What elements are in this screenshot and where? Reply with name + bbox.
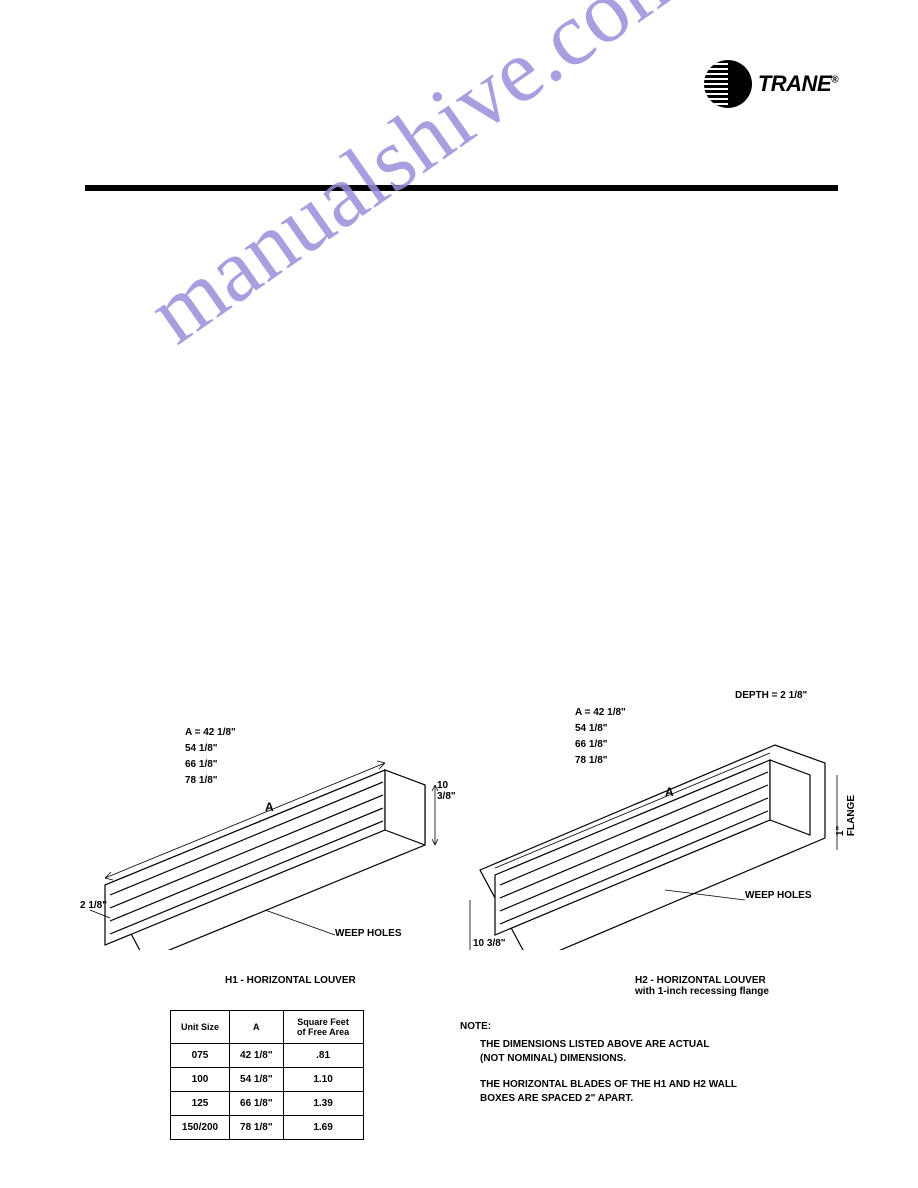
brand-text: TRANE — [758, 71, 831, 96]
table-row: 125 66 1/8" 1.39 — [171, 1092, 364, 1116]
h1-depth: 2 1/8" — [80, 900, 107, 911]
table-header-row: Unit Size A Square Feet of Free Area — [171, 1011, 364, 1044]
table-row: 150/200 78 1/8" 1.69 — [171, 1116, 364, 1140]
cell: 1.69 — [283, 1116, 363, 1140]
h2-caption: H2 - HORIZONTAL LOUVER with 1-inch reces… — [635, 975, 769, 997]
note-line: BOXES ARE SPACED 2" APART. — [480, 1092, 737, 1106]
h1-weep: WEEP HOLES — [335, 928, 402, 939]
watermark-text: manualshive.com — [130, 0, 707, 364]
dimensions-table: Unit Size A Square Feet of Free Area 075… — [170, 1010, 364, 1140]
cell: .81 — [283, 1044, 363, 1068]
h2-weep: WEEP HOLES — [745, 890, 812, 901]
dimensions-table-wrap: Unit Size A Square Feet of Free Area 075… — [170, 1010, 364, 1140]
note-heading: NOTE: — [460, 1020, 737, 1034]
h2-A-label: A — [665, 785, 674, 799]
cell: 78 1/8" — [230, 1116, 284, 1140]
cell: 100 — [171, 1068, 230, 1092]
cell: 075 — [171, 1044, 230, 1068]
cell: 54 1/8" — [230, 1068, 284, 1092]
cell: 42 1/8" — [230, 1044, 284, 1068]
cell: 1.39 — [283, 1092, 363, 1116]
table-row: 100 54 1/8" 1.10 — [171, 1068, 364, 1092]
louver-figure: A = 42 1/8" 54 1/8" 66 1/8" 78 1/8" — [85, 690, 838, 980]
cell: 125 — [171, 1092, 230, 1116]
cell: 150/200 — [171, 1116, 230, 1140]
h1-height: 10 3/8" — [437, 780, 456, 802]
h2-louver-drawing — [465, 690, 855, 950]
note-line: (NOT NOMINAL) DIMENSIONS. — [480, 1052, 737, 1066]
note-line: THE HORIZONTAL BLADES OF THE H1 AND H2 W… — [480, 1078, 737, 1092]
header-rule — [85, 185, 838, 191]
h2-height: 10 3/8" — [473, 938, 506, 949]
brand-mark: ® — [831, 75, 838, 86]
note-block: NOTE: THE DIMENSIONS LISTED ABOVE ARE AC… — [460, 1020, 737, 1106]
brand-name: TRANE® — [758, 71, 838, 97]
trane-globe-icon — [704, 60, 752, 108]
h2-caption-l1: H2 - HORIZONTAL LOUVER — [635, 975, 769, 986]
cell: 1.10 — [283, 1068, 363, 1092]
table-row: 075 42 1/8" .81 — [171, 1044, 364, 1068]
th-unit-size: Unit Size — [171, 1011, 230, 1044]
h1-A-label: A — [265, 800, 274, 814]
h2-caption-l2: with 1-inch recessing flange — [635, 986, 769, 997]
h2-flange: 1" FLANGE — [835, 795, 857, 836]
h1-caption: H1 - HORIZONTAL LOUVER — [225, 975, 356, 986]
th-sqft: Square Feet of Free Area — [283, 1011, 363, 1044]
note-line: THE DIMENSIONS LISTED ABOVE ARE ACTUAL — [480, 1038, 737, 1052]
h1-louver-drawing — [85, 710, 455, 950]
brand-logo: TRANE® — [704, 60, 838, 108]
cell: 66 1/8" — [230, 1092, 284, 1116]
th-A: A — [230, 1011, 284, 1044]
